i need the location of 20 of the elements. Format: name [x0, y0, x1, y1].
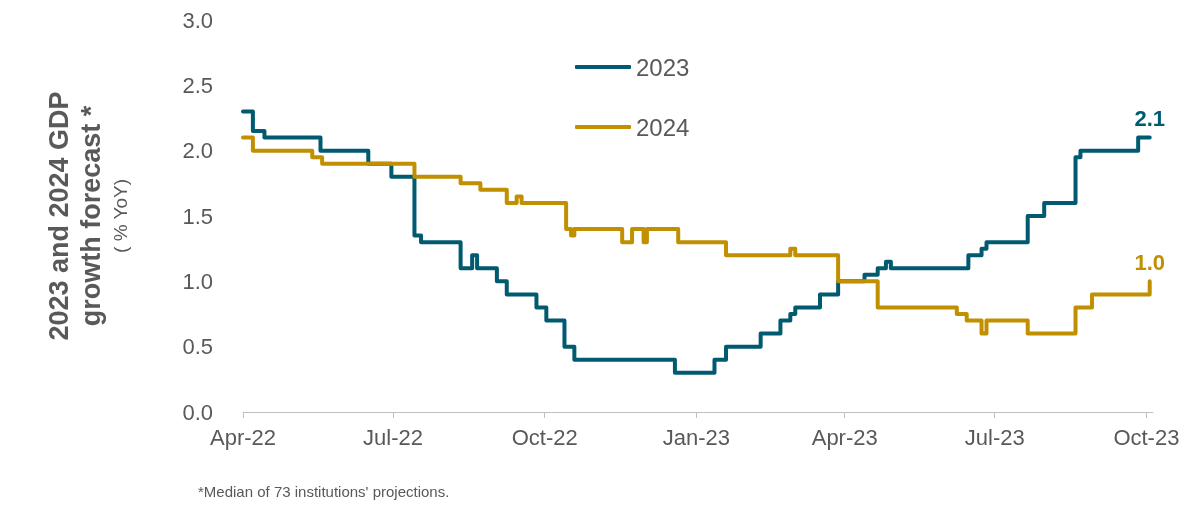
x-tick-label: Oct-23 [1113, 424, 1180, 450]
y-tick-label: 0.0 [182, 399, 213, 425]
y-tick-label: 0.5 [182, 334, 213, 360]
text: *Median of 73 institutions' projections. [198, 483, 450, 500]
x-tick-label: Jul-23 [964, 424, 1025, 450]
y-tick-label: 2.0 [182, 138, 213, 164]
x-tick-label: Jul-22 [363, 424, 423, 450]
data-label: 2.1 [1134, 106, 1165, 132]
y-tick-label: 3.0 [182, 7, 213, 33]
legend-label: 2024 [636, 113, 690, 141]
x-tick-label: Apr-23 [811, 424, 878, 450]
legend-label: 2023 [636, 53, 690, 81]
y-tick-label: 2.5 [182, 72, 213, 98]
x-tick-label: Jan-23 [662, 424, 730, 450]
y-tick-label: 1.5 [182, 203, 213, 229]
x-tick-label: Apr-22 [209, 424, 277, 450]
y-tick-label: 1.0 [182, 268, 213, 294]
y-axis-title: 2023 and 2024 GDP growth forecast * ( % YoY) [44, 91, 131, 341]
x-tick-label: Oct-22 [511, 424, 578, 450]
data-label: 1.0 [1134, 249, 1165, 275]
